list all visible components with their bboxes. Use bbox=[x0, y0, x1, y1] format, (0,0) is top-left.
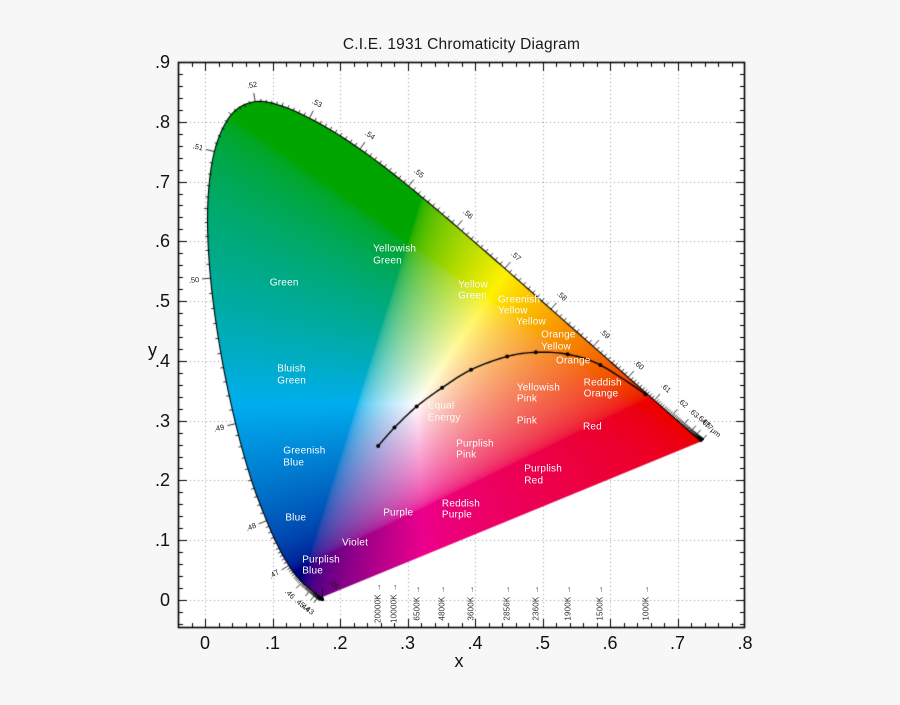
chromaticity-diagram: C.I.E. 1931 Chromaticity Diagram y x .9.… bbox=[0, 0, 900, 705]
diagram-canvas bbox=[0, 0, 900, 705]
